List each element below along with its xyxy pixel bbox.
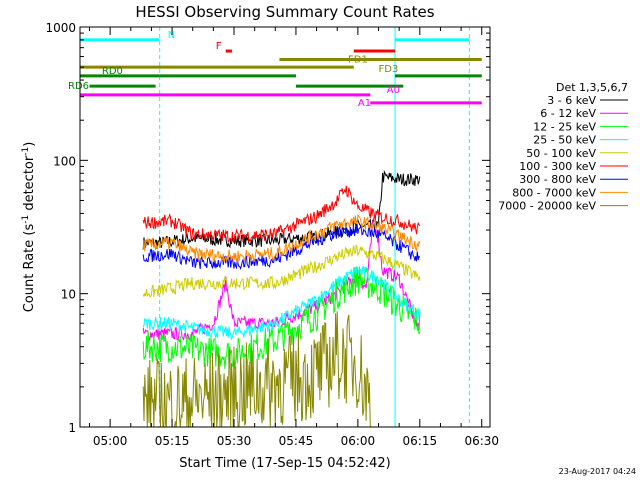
legend-entry-label: 300 - 800 keV (519, 173, 596, 186)
flag-label-a0: A0 (387, 85, 400, 96)
y-axis-label: Count Rate (s-1 detector-1) (21, 142, 37, 313)
y-tick-label: 1 (68, 421, 76, 435)
flag-label-f: F (216, 41, 222, 52)
series-line-4 (142, 243, 421, 298)
x-tick-label: 06:15 (403, 434, 438, 448)
series-line-7 (142, 214, 421, 264)
x-axis-label: Start Time (17-Sep-15 04:52:42) (179, 456, 390, 471)
legend-entry-label: 6 - 12 keV (540, 107, 596, 120)
chart-title: HESSI Observing Summary Count Rates (135, 3, 434, 21)
legend-entry-label: 12 - 25 keV (533, 120, 596, 133)
legend-entry-label: 3 - 6 keV (547, 94, 596, 107)
legend-title: Det 1,3,5,6,7 (556, 81, 628, 94)
legend-entry-label: 25 - 50 keV (533, 134, 596, 147)
x-tick-label: 05:30 (217, 434, 252, 448)
series-line-2 (142, 266, 421, 370)
x-tick-label: 06:00 (341, 434, 376, 448)
flag-label-fd1: FD1 (348, 55, 368, 66)
legend-entry-label: 7000 - 20000 keV (498, 200, 596, 213)
flag-label-fd3: FD3 (379, 64, 399, 75)
flag-label-a1: A1 (358, 98, 371, 109)
y-tick-label: 100 (53, 154, 76, 168)
y-tick-label: 10 (61, 288, 76, 302)
x-tick-label: 05:45 (279, 434, 314, 448)
x-tick-label: 05:00 (93, 434, 128, 448)
series-line-0 (142, 169, 421, 250)
series-lines (142, 169, 421, 428)
legend-entry-label: 50 - 100 keV (526, 147, 596, 160)
flag-label-n: N (168, 30, 175, 41)
x-tick-label: 06:30 (464, 434, 499, 448)
flag-bars: N F FD1 FD3 RD0 RD6 A0 A1 (68, 30, 482, 109)
legend-entry-label: 100 - 300 keV (519, 160, 596, 173)
flag-label-rd6: RD6 (68, 81, 89, 92)
series-line-3 (142, 265, 421, 340)
y-tick-label: 1000 (45, 21, 76, 35)
x-tick-label: 05:15 (155, 434, 190, 448)
series-line-8 (142, 311, 371, 428)
series-line-5 (142, 185, 421, 243)
flag-label-rd0: RD0 (102, 66, 123, 77)
axis-ticks: 05:00 05:15 05:30 05:45 06:00 06:15 06:30 1 10 10… (45, 21, 499, 448)
legend-entry-label: 800 - 7000 keV (512, 186, 596, 199)
timestamp: 23-Aug-2017 04:24 (559, 467, 636, 476)
plot-frame (79, 26, 491, 428)
